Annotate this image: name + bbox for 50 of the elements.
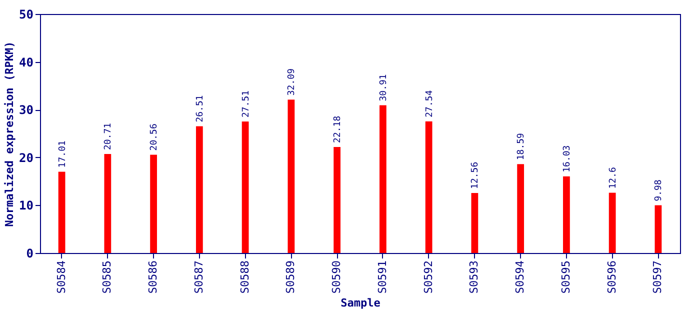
bar — [471, 192, 478, 253]
bar — [608, 192, 616, 253]
x-tick-label: S0597 — [651, 260, 664, 294]
data-label: 17.01 — [58, 140, 68, 168]
x-tick-label: S0586 — [146, 260, 160, 294]
bar — [58, 172, 66, 253]
bar — [242, 122, 249, 253]
y-tick-label: 50 — [19, 8, 34, 22]
bar — [654, 205, 662, 253]
bar — [517, 164, 524, 253]
bar — [334, 146, 340, 253]
data-label: 30.91 — [378, 74, 389, 102]
bar — [104, 154, 112, 253]
bar — [563, 176, 570, 253]
data-label: 27.51 — [241, 90, 252, 118]
x-tick-label: S0596 — [605, 260, 618, 294]
y-axis-title: Normalized expression (RPKM) — [3, 41, 16, 227]
x-axis-title: Sample — [340, 296, 381, 310]
x-tick-label: S0591 — [376, 260, 389, 294]
data-label: 16.03 — [562, 145, 572, 172]
data-label: 20.56 — [150, 124, 160, 151]
x-tick-label: S0584 — [54, 260, 68, 294]
data-label: 12.6 — [608, 167, 618, 189]
y-tick-label: 10 — [19, 198, 34, 213]
data-label: 18.59 — [516, 133, 527, 160]
data-label: 26.51 — [195, 95, 206, 122]
data-label: 22.18 — [333, 116, 344, 143]
bar — [150, 154, 157, 253]
x-tick-label: S0588 — [238, 260, 252, 294]
x-tick-label: S0585 — [100, 260, 114, 294]
y-tick-label: 30 — [19, 103, 34, 118]
y-tick-label: 0 — [26, 246, 34, 260]
x-tick-label: S0593 — [468, 260, 481, 294]
y-tick-label: 40 — [19, 55, 34, 70]
bar — [425, 121, 432, 253]
x-tick-label: S0592 — [422, 260, 435, 294]
x-tick-label: S0594 — [514, 260, 527, 294]
bar — [288, 100, 295, 253]
x-tick-label: S0590 — [330, 260, 344, 294]
data-label: 12.56 — [470, 162, 481, 189]
data-label: 20.71 — [104, 122, 114, 150]
data-label: 9.98 — [654, 180, 664, 202]
data-label: 27.54 — [424, 90, 435, 118]
bar — [380, 105, 386, 253]
x-tick-label: S0587 — [192, 260, 206, 294]
data-label: 32.09 — [287, 68, 298, 96]
y-tick-label: 20 — [19, 150, 34, 165]
x-tick-label: S0589 — [284, 260, 298, 294]
x-tick-label: S0595 — [559, 260, 572, 294]
bar — [196, 126, 203, 253]
